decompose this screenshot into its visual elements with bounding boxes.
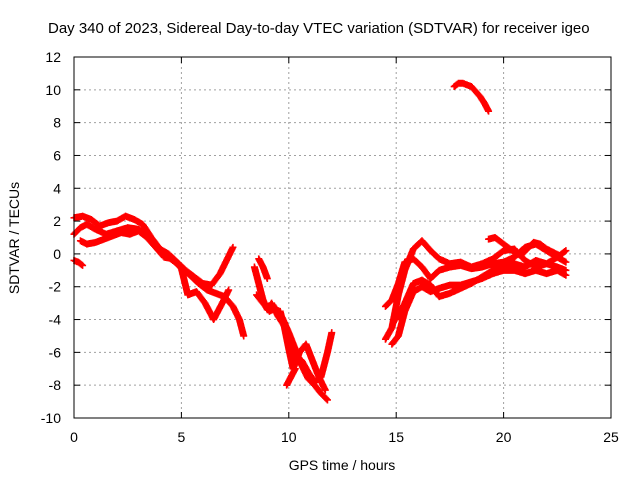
- x-tick-label: 5: [178, 429, 186, 445]
- x-tick-label: 0: [70, 429, 78, 445]
- x-axis-label: GPS time / hours: [289, 457, 396, 473]
- y-tick-label: -6: [49, 344, 62, 360]
- y-tick-label: -2: [49, 279, 62, 295]
- data-series-track-i: [283, 365, 299, 389]
- y-tick-label: 4: [53, 180, 61, 196]
- data-series-track-b: [70, 212, 237, 289]
- data-series-track-m: [392, 256, 570, 324]
- y-tick-label: 0: [53, 246, 61, 262]
- data-series-track-o: [450, 79, 493, 115]
- data-series-track-n: [485, 234, 563, 260]
- y-axis-label: SDTVAR / TECUs: [6, 182, 22, 294]
- y-tick-label: -8: [49, 377, 62, 393]
- data-series-track-g: [255, 255, 271, 283]
- chart-title: Day 340 of 2023, Sidereal Day-to-day VTE…: [48, 20, 590, 37]
- data-points: [70, 79, 570, 404]
- y-tick-label: 6: [53, 147, 61, 163]
- y-tick-label: 12: [45, 49, 61, 65]
- data-series-track-d: [70, 256, 87, 269]
- y-tick-label: -4: [49, 312, 62, 328]
- x-tick-label: 10: [281, 429, 297, 445]
- data-series-track-c: [76, 227, 233, 324]
- y-tick-label: 2: [53, 213, 61, 229]
- y-tick-label: 10: [45, 82, 61, 98]
- data-series-track-h: [276, 307, 329, 394]
- y-tick-label: -10: [41, 410, 61, 426]
- x-tick-label: 15: [388, 429, 404, 445]
- x-tick-label: 25: [603, 429, 619, 445]
- y-tick-label: 8: [53, 115, 61, 131]
- x-tick-label: 20: [496, 429, 512, 445]
- plot-frame: [73, 56, 612, 419]
